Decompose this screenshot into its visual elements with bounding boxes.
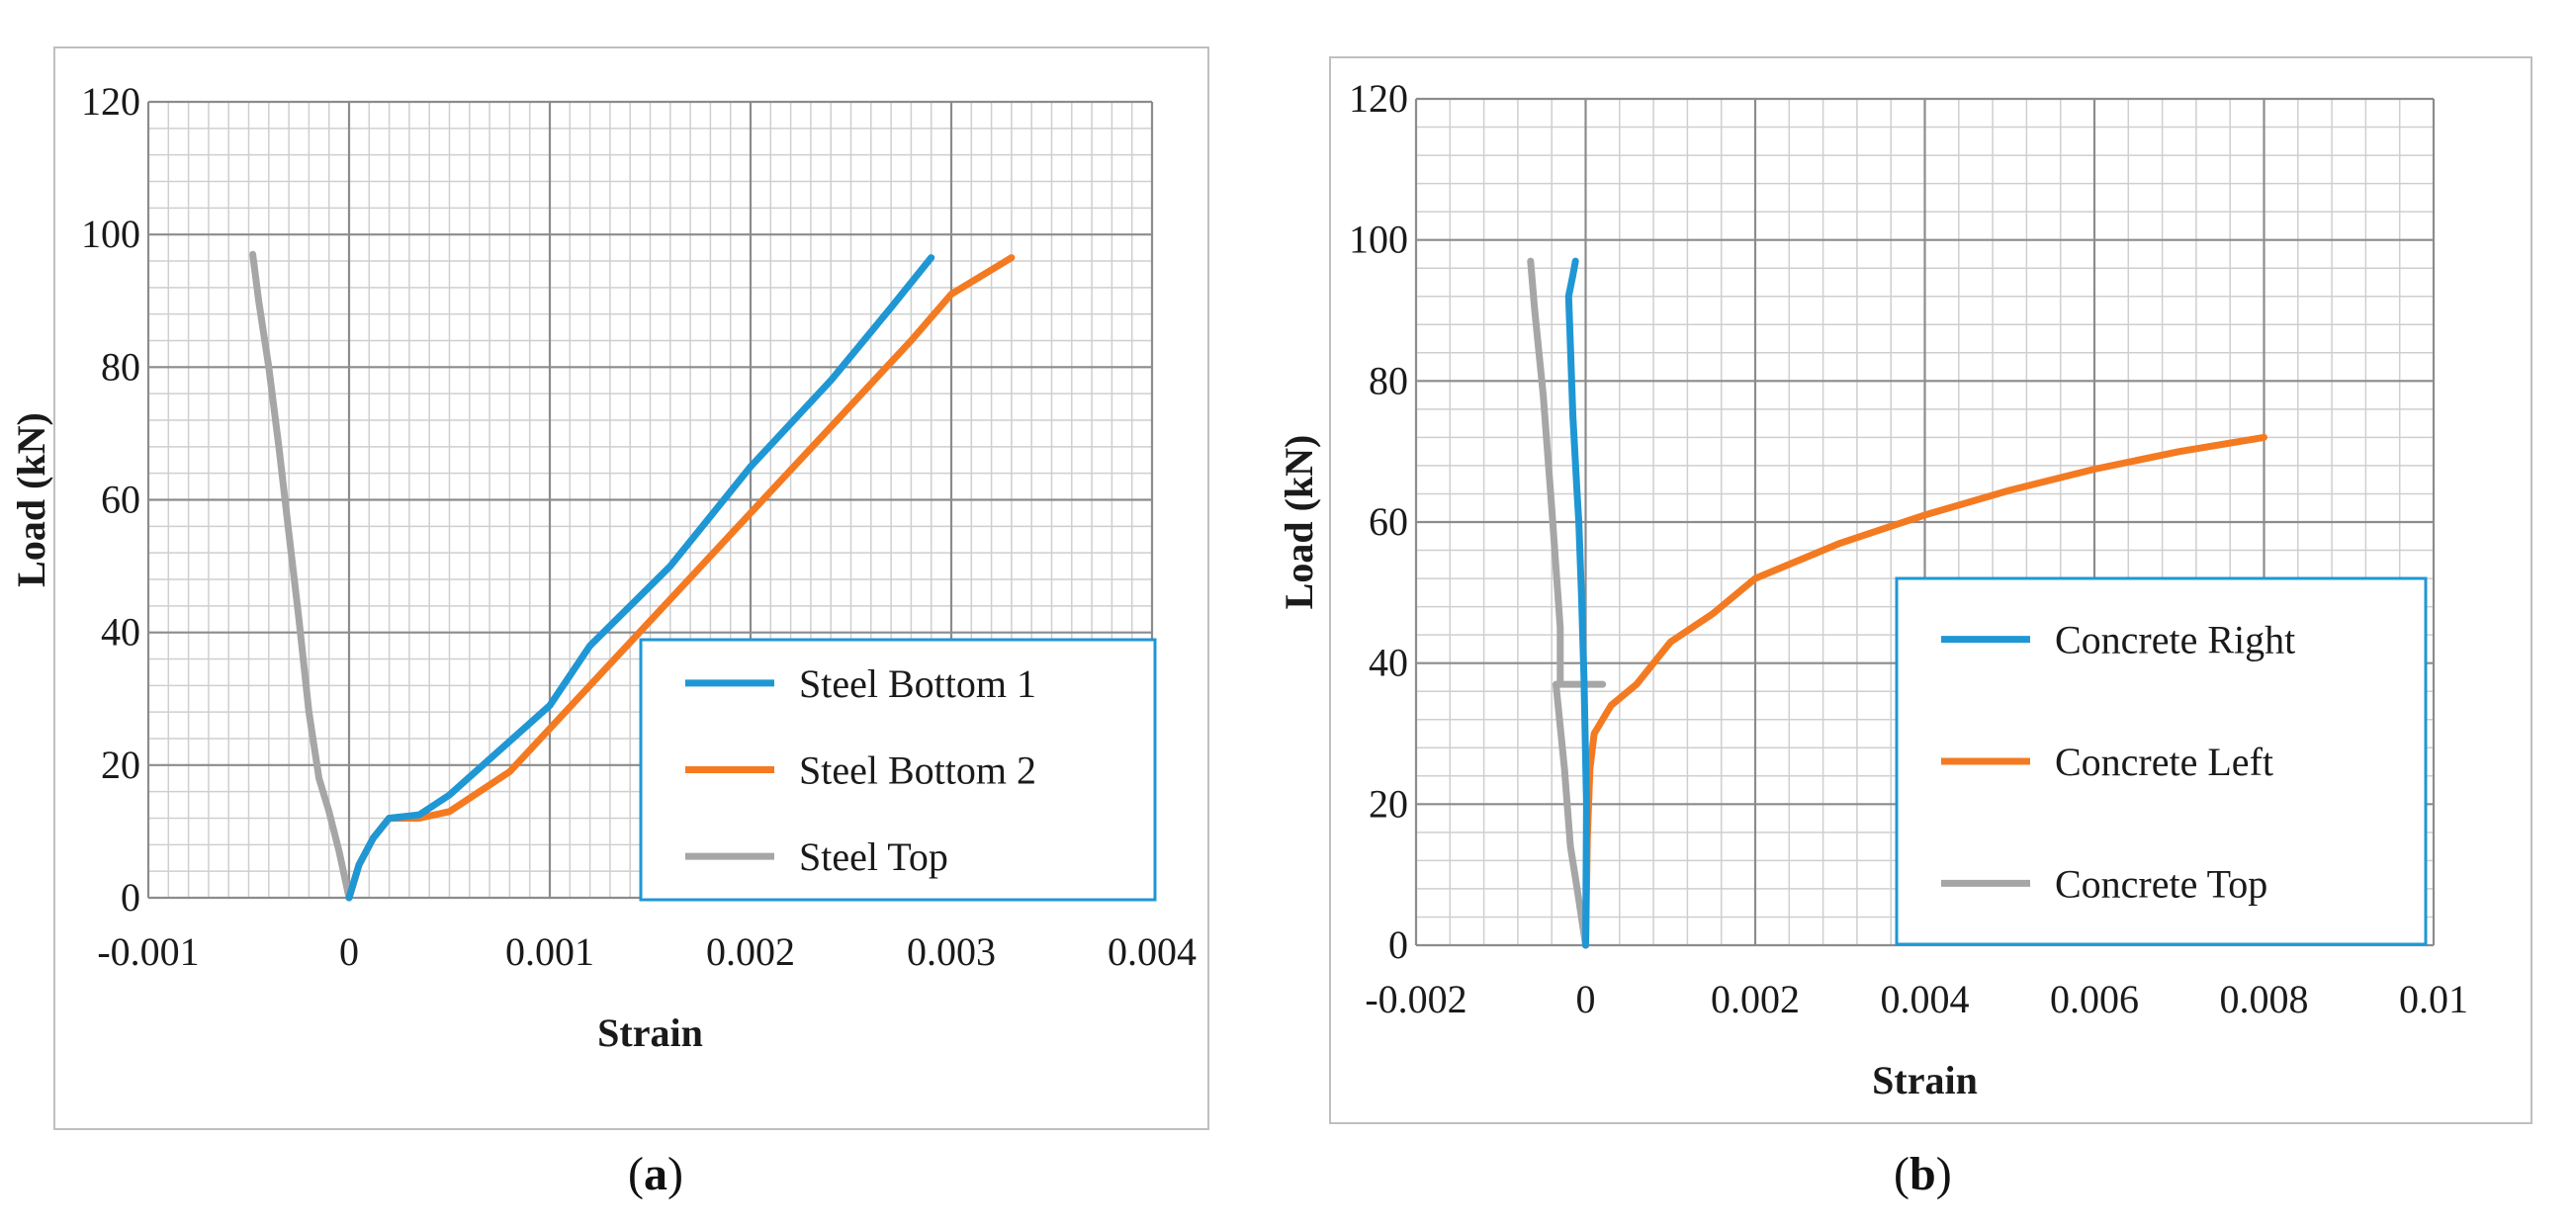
y-axis-title: Load (kN) (9, 412, 53, 587)
x-tick-label: -0.001 (97, 929, 199, 974)
caption-b: (b) (1894, 1148, 1952, 1200)
y-tick-label: 100 (81, 212, 140, 256)
y-tick-label: 100 (1349, 218, 1408, 262)
x-tick-label: 0.01 (2399, 977, 2468, 1021)
x-tick-label: 0.008 (2220, 977, 2309, 1021)
y-tick-label: 80 (1369, 358, 1408, 402)
y-tick-label: 0 (1388, 922, 1408, 967)
x-tick-label: 0.003 (907, 929, 996, 974)
legend-label: Steel Top (799, 834, 948, 879)
y-tick-label: 0 (121, 875, 140, 920)
series-line-concrete-right (1564, 257, 1590, 949)
legend-label: Concrete Right (2055, 618, 2295, 662)
series-line-steel-bottom-1 (345, 254, 935, 902)
y-tick-label: 40 (1369, 641, 1408, 685)
y-tick-label: 20 (101, 743, 140, 787)
chart-frame (53, 46, 1209, 1130)
x-tick-label: 0.004 (1881, 977, 1970, 1021)
legend-label: Steel Bottom 2 (799, 748, 1036, 793)
legend-label: Concrete Top (2055, 861, 2267, 906)
x-tick-label: 0.004 (1108, 929, 1197, 974)
series-line-concrete-left (1582, 433, 2267, 949)
caption-a: (a) (628, 1148, 683, 1200)
series-line-concrete-top (1527, 257, 1607, 949)
y-tick-label: 120 (81, 79, 140, 124)
y-tick-label: 20 (1369, 781, 1408, 826)
x-tick-label: -0.002 (1365, 977, 1466, 1021)
y-axis-title: Load (kN) (1277, 435, 1321, 610)
x-tick-label: 0.002 (1711, 977, 1800, 1021)
legend-label: Concrete Left (2055, 740, 2273, 784)
x-tick-label: 0.006 (2050, 977, 2139, 1021)
x-axis-title: Strain (1872, 1058, 1978, 1102)
chart-panel-a: -0.001 0 0.001 0.002 0.003 0.004 0 20 40 60 80 100 1… (9, 46, 1209, 1130)
legend-label: Steel Bottom 1 (799, 661, 1036, 706)
y-tick-label: 80 (101, 344, 140, 389)
x-tick-label: 0 (339, 929, 359, 974)
y-tick-label: 60 (1369, 499, 1408, 544)
series-line-steel-top (249, 250, 353, 902)
x-tick-label: 0 (1576, 977, 1596, 1021)
x-axis-title: Strain (597, 1010, 703, 1055)
chart-panel-b: -0.002 0 0.002 0.004 0.006 0.008 0.01 0 20 40 60 80… (1277, 56, 2532, 1124)
x-tick-label: 0.002 (706, 929, 795, 974)
x-tick-label: 0.001 (505, 929, 594, 974)
y-tick-label: 40 (101, 610, 140, 655)
y-tick-label: 60 (101, 478, 140, 522)
y-tick-label: 120 (1349, 76, 1408, 121)
